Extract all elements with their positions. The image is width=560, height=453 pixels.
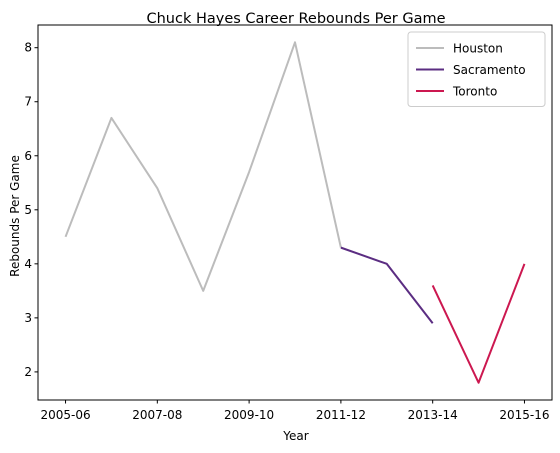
- y-tick-label: 2: [24, 365, 32, 379]
- x-tick-label: 2009-10: [224, 408, 274, 422]
- y-axis-label: Rebounds Per Game: [8, 155, 22, 277]
- x-tick-label: 2005-06: [40, 408, 90, 422]
- legend-label-sacramento: Sacramento: [453, 63, 526, 77]
- y-tick-label: 8: [24, 41, 32, 55]
- y-tick-label: 5: [24, 203, 32, 217]
- legend-label-toronto: Toronto: [452, 85, 497, 99]
- y-tick-label: 4: [24, 257, 32, 271]
- x-tick-label: 2007-08: [132, 408, 182, 422]
- y-tick-label: 7: [24, 95, 32, 109]
- x-tick-label: 2015-16: [499, 408, 549, 422]
- x-axis-label: Year: [282, 429, 308, 443]
- x-tick-label: 2013-14: [408, 408, 458, 422]
- legend: Houston Sacramento Toronto: [408, 32, 545, 107]
- y-tick-label: 6: [24, 149, 32, 163]
- legend-label-houston: Houston: [453, 42, 503, 56]
- x-tick-label: 2011-12: [316, 408, 366, 422]
- y-tick-label: 3: [24, 311, 32, 325]
